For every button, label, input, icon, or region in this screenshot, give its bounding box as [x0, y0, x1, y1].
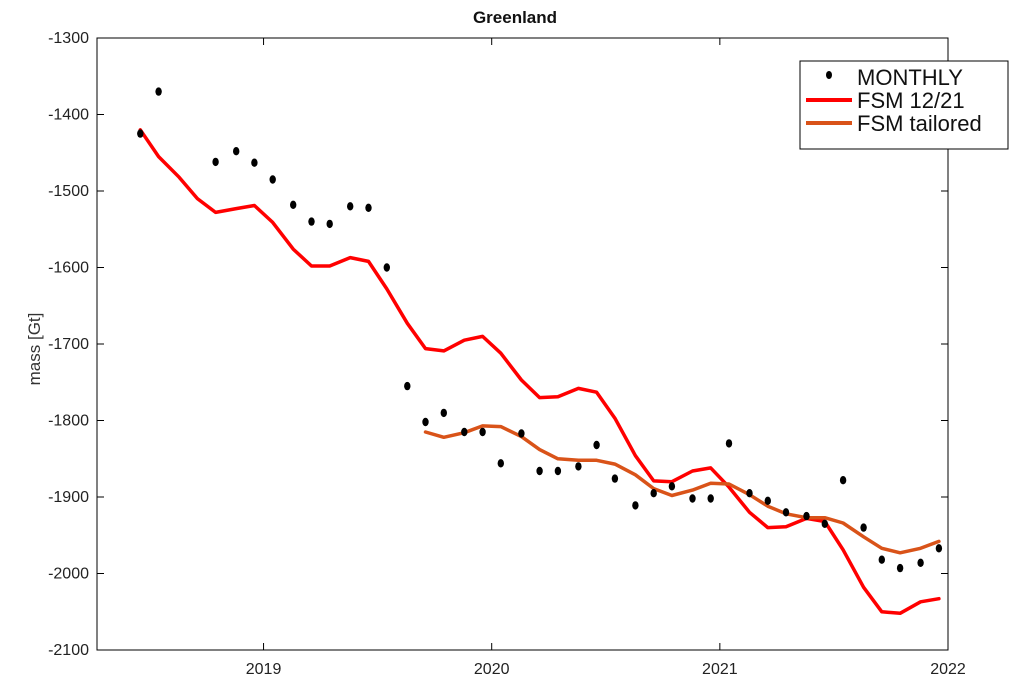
data-point-monthly — [155, 87, 162, 96]
data-point-monthly — [878, 555, 885, 564]
y-ticks: -1300 -1400 -1500 -1600 -1700 -1800 -1900 -2000… — [48, 30, 948, 659]
legend-marker-monthly — [826, 71, 832, 79]
data-point-monthly — [440, 408, 447, 418]
data-point-monthly — [326, 219, 333, 229]
data-point-monthly — [668, 482, 676, 491]
plot-area: -1300 -1400 -1500 -1600 -1700 -1800 -1900 -2000… — [48, 30, 966, 678]
data-point-monthly — [707, 494, 714, 503]
data-point-monthly — [611, 474, 619, 483]
data-point-monthly — [422, 417, 429, 427]
y-tick-label: -1700 — [48, 336, 89, 353]
data-point-monthly — [137, 129, 144, 138]
data-point-monthly — [632, 501, 639, 510]
y-tick-label: -1500 — [48, 183, 89, 200]
y-tick-label: -1400 — [48, 107, 89, 124]
y-tick-label: -1900 — [48, 489, 89, 506]
data-point-monthly — [839, 476, 847, 485]
y-tick-label: -2100 — [48, 642, 89, 659]
data-point-monthly — [518, 429, 525, 438]
data-point-monthly — [233, 147, 240, 156]
data-point-monthly — [860, 523, 867, 532]
data-point-monthly — [896, 563, 904, 573]
data-point-monthly — [689, 494, 696, 503]
x-tick-label: 2022 — [930, 661, 966, 678]
data-point-monthly — [821, 519, 828, 528]
series-layer — [137, 87, 943, 616]
data-point-monthly — [575, 462, 582, 471]
x-ticks: 2019 2020 2021 2022 — [246, 38, 966, 678]
x-tick-label: 2019 — [246, 661, 282, 678]
data-point-monthly — [308, 217, 315, 226]
data-point-monthly — [290, 200, 297, 209]
x-tick-label: 2020 — [474, 661, 510, 678]
series-line-fsm-tailored — [423, 424, 941, 555]
data-point-monthly — [803, 511, 810, 521]
data-point-monthly — [554, 466, 562, 476]
chart-title: Greenland — [473, 8, 557, 27]
y-tick-label: -1300 — [48, 30, 89, 47]
data-point-monthly — [404, 381, 411, 391]
data-point-monthly — [479, 427, 486, 437]
data-point-monthly — [497, 459, 504, 468]
data-point-monthly — [593, 440, 600, 450]
y-tick-label: -2000 — [48, 566, 89, 583]
y-axis-label: mass [Gt] — [25, 313, 44, 386]
y-tick-label: -1600 — [48, 260, 89, 277]
data-point-monthly — [212, 157, 219, 167]
data-point-monthly — [782, 508, 790, 517]
data-point-monthly — [935, 544, 943, 553]
data-point-monthly — [251, 158, 258, 167]
data-point-monthly — [917, 558, 924, 567]
data-point-monthly — [746, 489, 753, 498]
data-point-monthly — [764, 496, 771, 505]
data-point-monthly — [461, 427, 468, 437]
data-point-monthly — [383, 263, 390, 272]
legend-box — [799, 60, 1009, 150]
legend-label: FSM tailored — [857, 111, 982, 136]
data-point-monthly — [347, 202, 354, 211]
legend-label: MONTHLY — [857, 65, 963, 90]
data-point-monthly — [536, 466, 543, 476]
x-tick-label: 2021 — [702, 661, 738, 678]
legend-label: FSM 12/21 — [857, 88, 965, 113]
data-point-monthly — [725, 439, 733, 448]
data-point-monthly — [650, 489, 657, 498]
y-tick-label: -1800 — [48, 413, 89, 430]
data-point-monthly — [365, 203, 372, 212]
data-point-monthly — [269, 175, 276, 184]
